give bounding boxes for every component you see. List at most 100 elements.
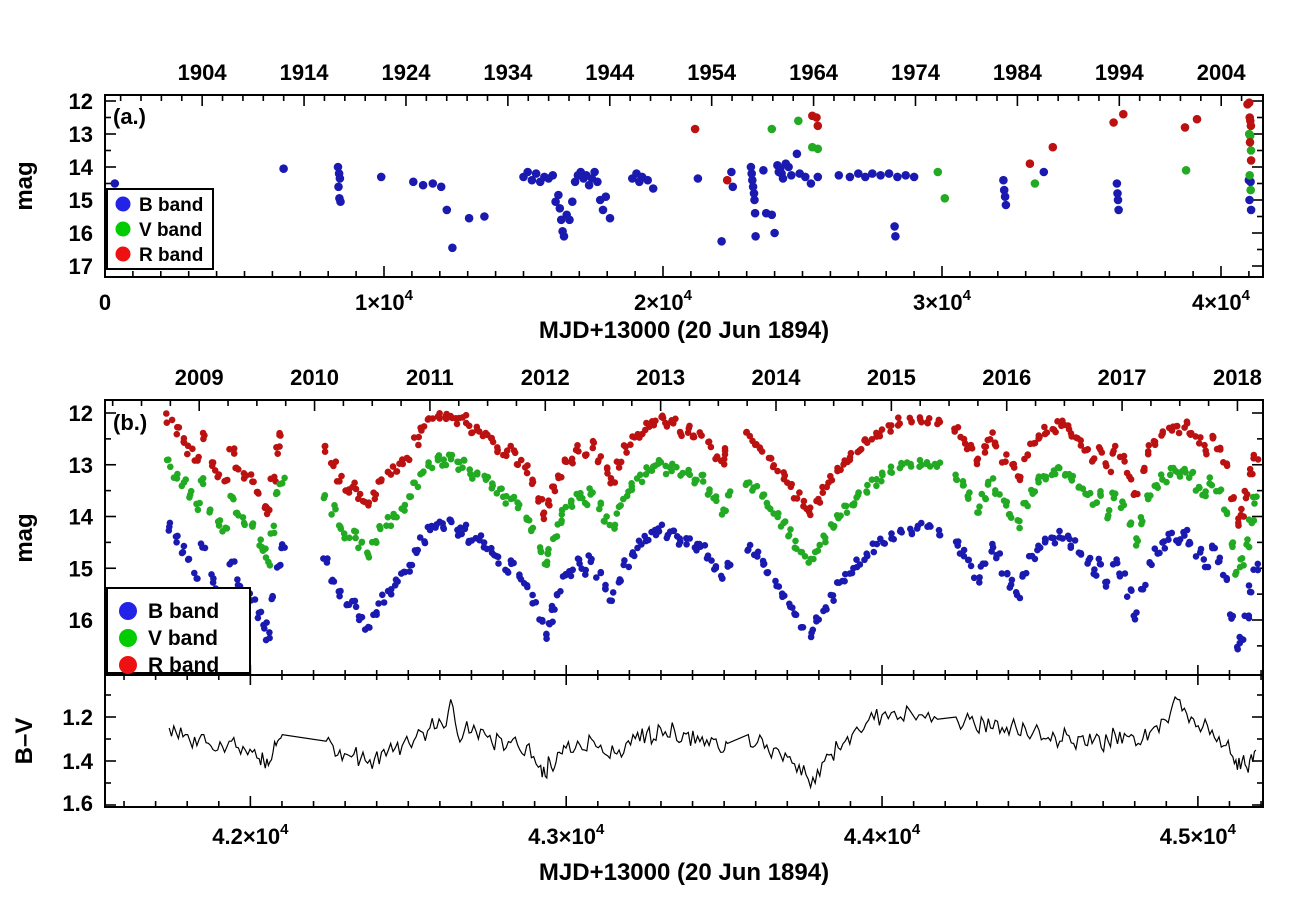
data-point-r-band (436, 410, 443, 417)
data-point-b-band (458, 530, 466, 538)
data-point-b-band (543, 630, 550, 638)
legend-swatch-r-band (119, 656, 137, 674)
data-point-b-band (165, 527, 173, 534)
data-point-b-band (744, 547, 751, 554)
data-point-r-band (636, 434, 643, 441)
data-point-b-band (1180, 528, 1187, 536)
data-point-v-band (668, 467, 675, 475)
data-point-r-band (215, 471, 223, 478)
panel-b-legend: B band V band R band (106, 587, 251, 677)
data-point-b-band (976, 574, 983, 581)
data-point-v-band (767, 124, 777, 134)
panel-a-legend: B band V band R band (106, 188, 214, 270)
data-point-r-band (806, 504, 814, 512)
data-point-r-band (184, 450, 191, 458)
data-point-r-band (696, 429, 704, 436)
data-point-v-band (1202, 488, 1209, 495)
data-point-r-band (713, 453, 721, 460)
data-point-r-band (615, 464, 623, 471)
data-point-v-band (178, 482, 186, 490)
data-point-r-band (468, 429, 475, 437)
data-point-b-band (846, 570, 854, 577)
data-point-v-band (567, 499, 575, 507)
data-point-r-band (1173, 422, 1181, 430)
data-point-v-band (502, 500, 510, 507)
data-point-b-band (683, 541, 690, 548)
data-point-v-band (648, 467, 656, 475)
data-point-b-band (1001, 200, 1011, 210)
data-point-b-band (601, 192, 611, 201)
data-point-b-band (263, 619, 270, 626)
panel-b-data-points (163, 410, 1262, 653)
x-tick-label: 3×104 (913, 287, 972, 315)
data-point-r-band (372, 491, 380, 498)
data-point-v-band (352, 528, 360, 535)
data-point-r-band (1201, 441, 1208, 449)
data-point-b-band (488, 544, 495, 552)
data-point-b-band (523, 167, 532, 177)
bv-y-axis-title: B–V (11, 718, 38, 765)
data-point-b-band (861, 172, 870, 182)
data-point-b-band (701, 542, 709, 549)
data-point-r-band (603, 464, 611, 471)
data-point-b-band (1092, 572, 1100, 579)
data-point-b-band (1016, 594, 1024, 602)
data-point-r-band (1090, 455, 1098, 462)
data-point-r-band (1109, 118, 1118, 127)
data-point-b-band (567, 572, 575, 580)
data-point-v-band (541, 560, 549, 568)
data-point-b-band (693, 174, 703, 183)
data-point-b-band (822, 604, 829, 611)
x-tick-label: 0 (99, 290, 111, 315)
data-point-b-band (876, 171, 885, 180)
data-point-b-band (590, 167, 599, 177)
data-point-v-band (1005, 511, 1013, 518)
x-tick-label: 4.3×104 (528, 821, 605, 849)
data-point-v-band (1221, 506, 1228, 513)
data-point-b-band (532, 599, 540, 606)
data-point-b-band (416, 534, 424, 541)
data-point-v-band (623, 492, 631, 500)
data-point-r-band (620, 442, 628, 449)
data-point-v-band (759, 493, 766, 500)
data-point-b-band (663, 534, 671, 542)
data-point-v-band (586, 485, 593, 492)
data-point-v-band (206, 506, 214, 514)
data-point-r-band (1036, 433, 1043, 441)
y-tick-label: 16 (69, 608, 93, 633)
data-point-b-band (551, 197, 560, 206)
data-point-v-band (813, 144, 823, 154)
data-point-b-band (191, 569, 198, 577)
data-point-v-band (952, 471, 959, 479)
data-point-b-band (675, 541, 683, 548)
data-point-r-band (781, 472, 789, 479)
data-point-r-band (554, 472, 562, 480)
data-point-r-band (1144, 450, 1152, 458)
data-point-r-band (361, 498, 369, 506)
data-point-v-band (1206, 474, 1214, 481)
panel-a: (a.) mag MJD+13000 (20 Jun 1894) 1904 191… (11, 60, 1264, 344)
data-point-b-band (1128, 587, 1135, 594)
data-point-b-band (1197, 545, 1205, 553)
data-point-v-band (923, 460, 930, 468)
data-point-r-band (887, 428, 894, 435)
data-point-b-band (330, 578, 338, 585)
data-point-r-band (276, 443, 283, 450)
data-point-b-band (1056, 527, 1063, 535)
data-point-v-band (1024, 502, 1031, 510)
data-point-r-band (1054, 418, 1061, 425)
data-point-v-band (274, 489, 281, 497)
data-point-v-band (794, 116, 803, 126)
data-point-b-band (1173, 537, 1180, 544)
data-point-b-band (834, 171, 844, 180)
data-point-r-band (489, 438, 497, 446)
data-point-b-band (376, 172, 386, 182)
data-point-b-band (602, 585, 609, 593)
data-point-v-band (965, 495, 972, 503)
data-point-v-band (341, 534, 348, 542)
data-point-v-band (1245, 131, 1255, 140)
data-point-v-band (187, 487, 195, 495)
data-point-r-band (377, 477, 385, 485)
data-point-b-band (178, 549, 186, 557)
data-point-r-band (494, 446, 502, 454)
